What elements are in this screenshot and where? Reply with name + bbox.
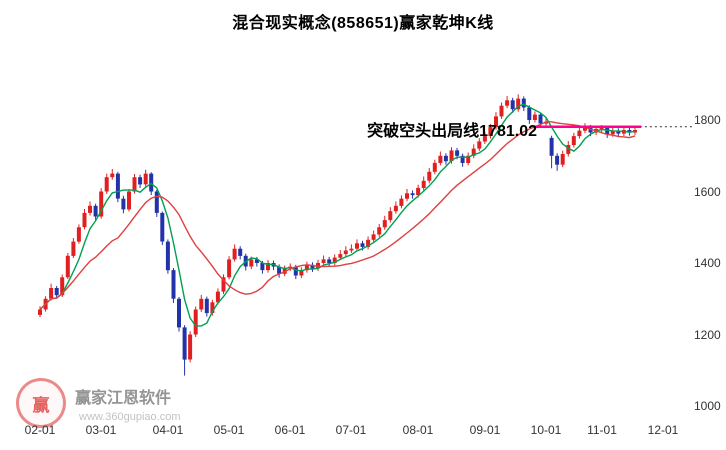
x-axis-label: 04-01 (152, 423, 184, 437)
y-axis-label: 1600 (694, 185, 721, 199)
winner-seal-logo-icon: 赢 (16, 378, 66, 428)
y-axis-label: 1800 (694, 113, 721, 127)
x-axis-label: 07-01 (335, 423, 367, 437)
exit-line-annotation: 突破空头出局线1781.02 (367, 123, 537, 140)
candlesticks (38, 94, 637, 376)
x-axis-label: 06-01 (274, 423, 306, 437)
x-axis-label: 02-01 (24, 423, 56, 437)
x-axis-label: 08-01 (402, 423, 434, 437)
watermark-url: www.360gupiao.com (79, 410, 181, 423)
watermark: 赢 赢家江恩软件 www.360gupiao.com (16, 378, 181, 428)
y-axis-label: 1000 (694, 399, 721, 413)
chart-title: 混合现实概念(858651)赢家乾坤K线 (232, 15, 494, 32)
slow-ma-line (39, 121, 636, 311)
x-axis-label: 09-01 (469, 423, 501, 437)
logo-character: 赢 (32, 395, 50, 415)
x-axis-label: 12-01 (647, 423, 679, 437)
x-axis-label: 11-01 (587, 423, 617, 437)
x-axis-label: 05-01 (213, 423, 245, 437)
watermark-brand: 赢家江恩软件 (75, 389, 172, 407)
fast-ma-line (39, 103, 636, 327)
x-axis-label: 10-01 (530, 423, 562, 437)
y-axis-label: 1400 (694, 256, 721, 270)
y-axis-label: 1200 (694, 328, 721, 342)
x-axis-label: 03-01 (85, 423, 117, 437)
